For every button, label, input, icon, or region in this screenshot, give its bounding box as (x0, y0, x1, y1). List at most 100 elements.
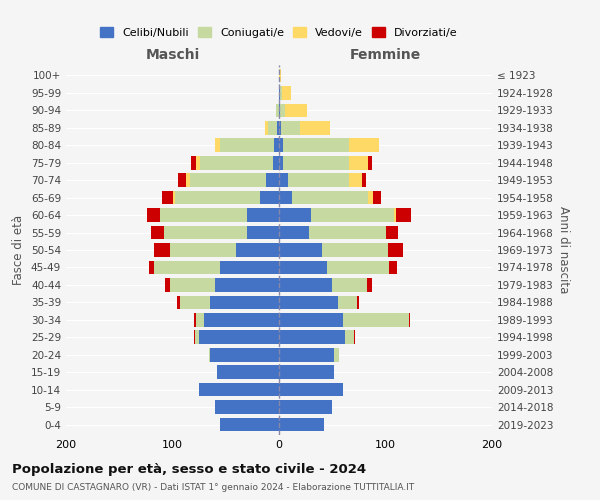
Text: COMUNE DI CASTAGNARO (VR) - Dati ISTAT 1° gennaio 2024 - Elaborazione TUTTITALIA: COMUNE DI CASTAGNARO (VR) - Dati ISTAT 1… (12, 484, 414, 492)
Bar (279, 383, 343, 396)
Bar (349, 156, 368, 170)
Bar (209, 348, 210, 362)
Bar (220, 260, 279, 274)
Bar (236, 243, 279, 257)
Bar (276, 104, 279, 117)
Bar (196, 313, 205, 326)
Bar (279, 278, 332, 291)
Bar (280, 86, 282, 100)
Bar (367, 278, 371, 291)
Bar (388, 243, 403, 257)
Bar (215, 400, 279, 414)
Bar (147, 208, 160, 222)
Bar (368, 156, 371, 170)
Bar (345, 330, 353, 344)
Bar (160, 208, 247, 222)
Bar (279, 191, 292, 204)
Bar (247, 208, 279, 222)
Bar (338, 296, 357, 309)
Text: Maschi: Maschi (145, 48, 200, 62)
Bar (162, 191, 173, 204)
Bar (279, 418, 324, 432)
Bar (394, 208, 396, 222)
Text: Femmine: Femmine (350, 48, 421, 62)
Bar (210, 348, 279, 362)
Bar (279, 121, 281, 134)
Bar (170, 278, 215, 291)
Bar (283, 156, 349, 170)
Bar (266, 174, 279, 187)
Bar (164, 226, 247, 239)
Bar (173, 191, 175, 204)
Bar (362, 174, 367, 187)
Bar (349, 138, 379, 152)
Bar (327, 260, 389, 274)
Bar (322, 243, 388, 257)
Bar (200, 156, 272, 170)
Bar (220, 418, 279, 432)
Bar (170, 243, 236, 257)
Bar (334, 348, 338, 362)
Bar (396, 208, 411, 222)
Bar (217, 366, 279, 379)
Bar (301, 121, 330, 134)
Bar (277, 121, 279, 134)
Bar (210, 296, 279, 309)
Bar (154, 260, 220, 274)
Bar (195, 330, 199, 344)
Bar (368, 191, 373, 204)
Bar (332, 278, 367, 291)
Bar (389, 260, 397, 274)
Bar (196, 156, 200, 170)
Y-axis label: Anni di nascita: Anni di nascita (557, 206, 570, 294)
Bar (279, 243, 322, 257)
Bar (151, 226, 164, 239)
Bar (279, 68, 281, 82)
Bar (279, 366, 334, 379)
Bar (149, 260, 154, 274)
Bar (279, 104, 280, 117)
Bar (279, 400, 332, 414)
Bar (205, 313, 279, 326)
Bar (247, 226, 279, 239)
Bar (279, 313, 343, 326)
Bar (357, 296, 359, 309)
Bar (280, 104, 286, 117)
Bar (260, 191, 279, 204)
Bar (279, 348, 334, 362)
Bar (191, 156, 196, 170)
Bar (215, 278, 279, 291)
Bar (199, 330, 279, 344)
Bar (283, 138, 349, 152)
Bar (279, 174, 287, 187)
Bar (343, 313, 409, 326)
Bar (199, 383, 279, 396)
Bar (194, 313, 196, 326)
Bar (281, 121, 301, 134)
Bar (279, 156, 283, 170)
Bar (194, 330, 195, 344)
Bar (409, 313, 410, 326)
Bar (190, 174, 266, 187)
Bar (178, 174, 187, 187)
Bar (180, 296, 210, 309)
Bar (287, 174, 349, 187)
Bar (309, 226, 386, 239)
Bar (349, 174, 362, 187)
Bar (279, 226, 309, 239)
Bar (279, 138, 283, 152)
Bar (268, 121, 277, 134)
Bar (175, 191, 260, 204)
Bar (177, 296, 180, 309)
Legend: Celibi/Nubili, Coniugati/e, Vedovi/e, Divorziati/e: Celibi/Nubili, Coniugati/e, Vedovi/e, Di… (96, 22, 462, 42)
Bar (279, 296, 338, 309)
Bar (272, 156, 279, 170)
Bar (311, 208, 394, 222)
Y-axis label: Fasce di età: Fasce di età (13, 215, 25, 285)
Bar (187, 174, 190, 187)
Bar (215, 138, 220, 152)
Bar (353, 330, 355, 344)
Bar (274, 138, 279, 152)
Bar (373, 191, 381, 204)
Bar (265, 121, 268, 134)
